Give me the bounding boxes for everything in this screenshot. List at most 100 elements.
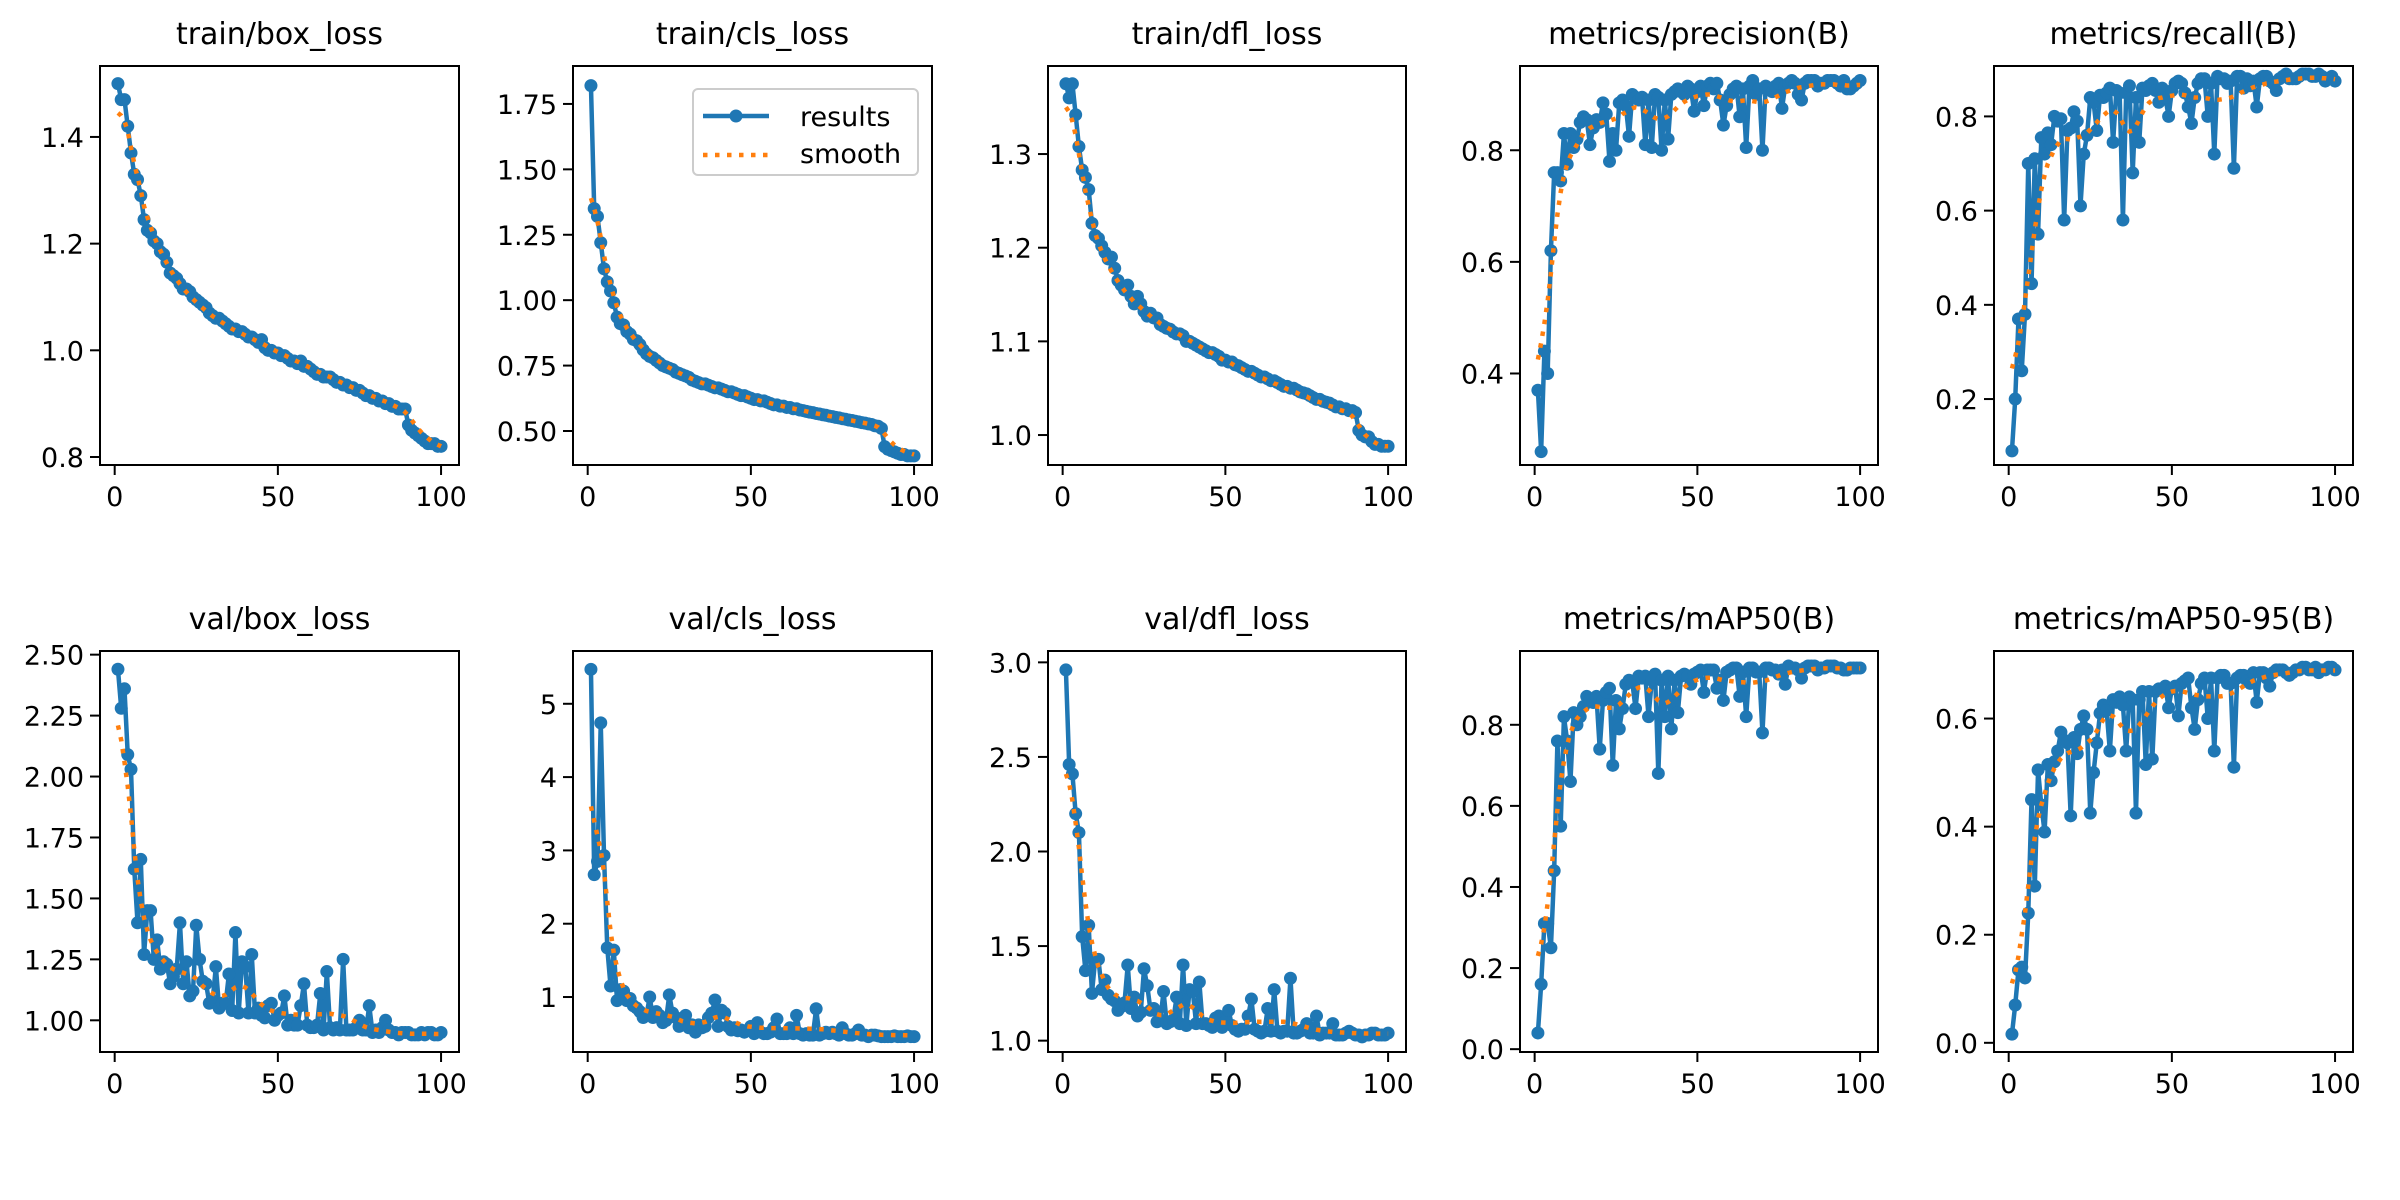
results-point <box>2057 213 2071 227</box>
results-point <box>209 960 223 974</box>
panel-train-dfl-loss: train/dfl_loss 0 50 100 1.0 1.1 1.2 1.3 <box>989 17 1414 513</box>
legend-results-marker <box>729 109 743 123</box>
axes-frame <box>99 65 460 466</box>
results-point <box>1544 244 1558 258</box>
panel-val-cls-loss: val/cls_loss 0 50 100 1 2 3 4 5 <box>540 602 940 1100</box>
results-point <box>2227 161 2241 175</box>
axes-frame <box>99 650 460 1053</box>
x-tick-label: 100 <box>888 1069 940 1100</box>
results-point <box>264 996 278 1010</box>
results-point <box>1547 864 1561 878</box>
y-tick-label: 0.6 <box>1461 248 1504 279</box>
results-point <box>587 868 601 882</box>
results-point <box>1583 138 1597 152</box>
results-point <box>1170 990 1184 1004</box>
smooth-line <box>588 805 915 1038</box>
results-point <box>2100 703 2114 717</box>
results-point <box>173 916 187 930</box>
results-point <box>1557 710 1571 724</box>
results-point <box>1075 930 1089 944</box>
panel-title: val/cls_loss <box>669 602 837 637</box>
axes-frame <box>572 650 933 1053</box>
results-point <box>1606 758 1620 772</box>
results-point <box>1687 104 1701 118</box>
results-point <box>584 662 598 676</box>
results-point <box>2028 879 2042 893</box>
smooth-line <box>1535 666 1861 957</box>
results-point <box>604 284 618 298</box>
y-tick-label: 0.0 <box>1935 1029 1978 1060</box>
panel-metrics-recall-b: metrics/recall(B) 0 50 100 0.2 0.4 0.6 0.8 <box>1935 17 2361 513</box>
results-point <box>2122 79 2136 93</box>
results-point <box>2015 960 2029 974</box>
results-point <box>809 1002 823 1016</box>
results-point <box>2184 116 2198 130</box>
results-point <box>199 977 213 991</box>
x-tick-label: 0 <box>579 482 596 513</box>
panel-title: train/box_loss <box>176 17 383 52</box>
results-point <box>2005 444 2019 458</box>
y-tick-label: 0.0 <box>1461 1035 1504 1066</box>
results-point <box>1795 93 1809 107</box>
y-tick-label: 1.50 <box>24 884 84 915</box>
y-tick-label: 0.4 <box>1935 813 1978 844</box>
results-point <box>379 1013 393 1027</box>
results-point <box>2047 755 2061 769</box>
results-point <box>594 716 608 730</box>
results-point <box>114 701 128 715</box>
x-tick-label: 0 <box>1526 1069 1543 1100</box>
results-point <box>584 79 598 93</box>
smooth-line <box>1063 773 1389 1036</box>
results-point <box>1661 132 1675 146</box>
results-point <box>907 1030 921 1044</box>
results-point <box>1710 76 1724 90</box>
y-tick-label: 0.8 <box>41 443 84 474</box>
results-point <box>1082 918 1096 932</box>
x-tick-label: 50 <box>261 1069 295 1100</box>
results-point <box>1186 984 1200 998</box>
results-point <box>2129 806 2143 820</box>
results-point <box>2181 100 2195 114</box>
results-point <box>1622 129 1636 143</box>
results-point <box>398 402 412 416</box>
results-point <box>1563 775 1577 789</box>
x-tick-label: 0 <box>2000 1069 2017 1100</box>
x-tick-label: 0 <box>1526 482 1543 513</box>
results-point <box>597 849 611 863</box>
results-point <box>2005 1027 2019 1041</box>
y-tick-label: 1.4 <box>41 123 84 154</box>
results-point <box>1697 685 1711 699</box>
results-point <box>1147 1001 1161 1015</box>
y-tick-label: 1.2 <box>989 234 1032 265</box>
results-point <box>297 977 311 991</box>
results-point <box>2031 763 2045 777</box>
results-point <box>2070 114 2084 128</box>
x-tick-label: 50 <box>1680 1069 1714 1100</box>
results-point <box>2008 998 2022 1012</box>
results-point <box>2227 760 2241 774</box>
y-tick-label: 3 <box>540 836 557 867</box>
y-tick-label: 1.0 <box>41 336 84 367</box>
results-point <box>1534 977 1548 991</box>
results-point <box>711 1019 725 1033</box>
results-point <box>228 926 242 940</box>
smooth-line <box>1535 82 1861 360</box>
results-point <box>2028 152 2042 166</box>
axes-frame <box>1519 650 1879 1053</box>
y-tick-label: 1.5 <box>989 932 1032 963</box>
results-point <box>1241 1009 1255 1023</box>
x-tick-label: 0 <box>1054 1069 1071 1100</box>
results-point <box>2201 712 2215 726</box>
results-point <box>1062 91 1076 105</box>
results-point <box>1544 941 1558 955</box>
results-point <box>2250 100 2264 114</box>
results-point <box>2044 138 2058 152</box>
panel-title: train/cls_loss <box>656 17 849 52</box>
y-tick-label: 1.00 <box>24 1006 84 1037</box>
results-point <box>352 1013 366 1027</box>
results-point <box>222 967 236 981</box>
x-tick-label: 100 <box>1834 482 1886 513</box>
results-point <box>2087 766 2101 780</box>
x-tick-label: 0 <box>106 1069 123 1100</box>
